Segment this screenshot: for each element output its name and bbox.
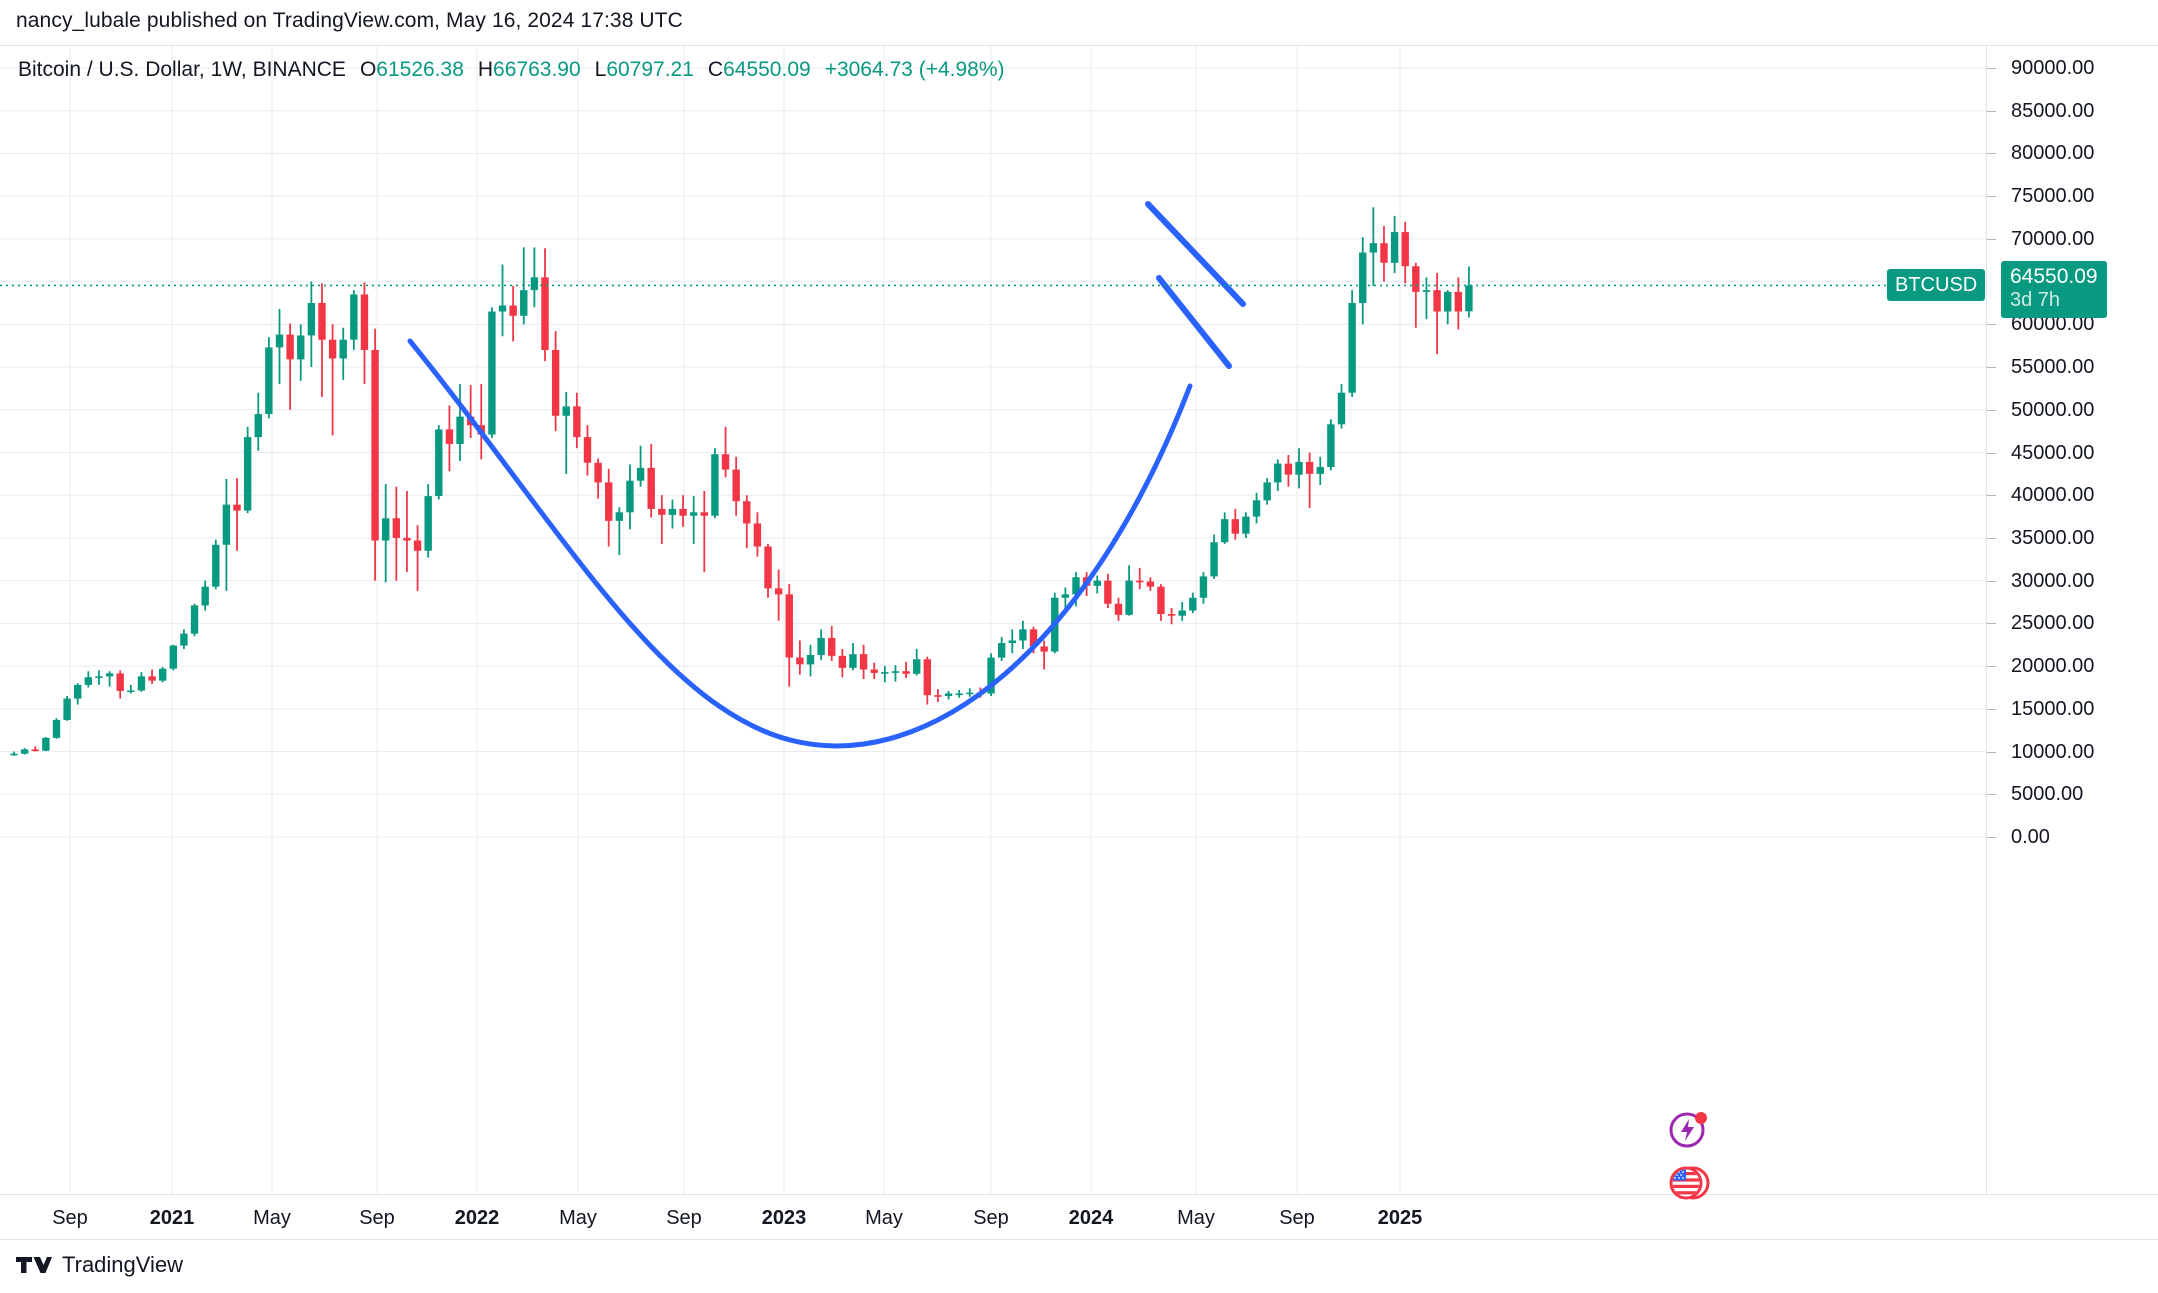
bar-countdown: 3d 7h	[2010, 289, 2061, 312]
price-axis-tick: 10000.00	[2011, 740, 2095, 763]
price-axis-tickmark	[1987, 367, 1996, 369]
legend-low-value: 60797.21	[606, 58, 694, 81]
price-axis-tick: 40000.00	[2011, 484, 2095, 507]
time-axis-tick: Sep	[973, 1207, 1009, 1229]
legend-low-label: L	[594, 58, 607, 81]
price-axis-tick: 90000.00	[2011, 57, 2095, 79]
price-axis-symbol-badge: BTCUSD	[1887, 269, 1986, 302]
price-axis-tick: 0.00	[2011, 826, 2050, 848]
candlestick-series	[10, 207, 1473, 756]
price-axis-tickmark	[1987, 837, 1996, 838]
time-axis-tick: Sep	[359, 1207, 395, 1229]
price-axis-tickmark	[1987, 708, 1996, 710]
price-axis-tickmark	[1987, 153, 1996, 155]
price-axis-tickmark	[1987, 751, 1996, 753]
channel-upper-trendline	[1145, 201, 1246, 307]
tradingview-brand-label: TradingView	[62, 1252, 184, 1277]
drawing-overlays	[407, 201, 1246, 749]
time-axis-tick: Sep	[666, 1207, 702, 1229]
lightning-badge-icon[interactable]	[1666, 1106, 1712, 1152]
price-axis[interactable]: 90000.00 85000.00 80000.00 75000.00 70000.00…	[1887, 46, 2158, 1194]
time-axis-tick: Sep	[1279, 1207, 1315, 1229]
legend-open-label: O	[359, 58, 377, 81]
price-axis-tickmark	[1987, 324, 1996, 326]
time-axis-tick: 2021	[149, 1207, 195, 1229]
tradingview-footer[interactable]: TradingView	[16, 1252, 183, 1278]
time-axis-tick: 2023	[761, 1207, 807, 1229]
price-axis-tick: 45000.00	[2011, 441, 2095, 464]
legend-high-value: 66763.90	[493, 58, 581, 81]
us-flag-badge-icon[interactable]	[1666, 1160, 1712, 1206]
legend-open-value: 61526.38	[376, 58, 464, 81]
price-axis-tick: 60000.00	[2011, 313, 2095, 336]
legend-symbol-title: Bitcoin / U.S. Dollar, 1W, BINANCE	[18, 58, 346, 81]
last-price-badge[interactable]: 64550.09 3d 7h	[2001, 261, 2107, 319]
price-axis-tickmark	[1987, 238, 1996, 240]
time-axis-tick: May	[253, 1207, 291, 1229]
price-axis-tickmark	[1987, 110, 1996, 112]
price-axis-tick: 30000.00	[2011, 569, 2095, 592]
chart-event-badges[interactable]	[1666, 1106, 1712, 1206]
price-axis-tick: 85000.00	[2011, 99, 2095, 122]
time-axis[interactable]: Sep 2021 May Sep 2022 May Sep 2023 May Sep 2024 May…	[0, 1194, 2158, 1240]
price-axis-tickmark	[1987, 623, 1996, 625]
price-axis-tick: 20000.00	[2011, 655, 2095, 678]
price-axis-tick: 25000.00	[2011, 612, 2095, 635]
price-axis-tick: 80000.00	[2011, 142, 2095, 165]
time-axis-tick: 2025	[1377, 1207, 1423, 1229]
price-axis-tickmark	[1987, 495, 1996, 497]
time-axis-tick: 2022	[454, 1207, 500, 1229]
price-axis-tick: 35000.00	[2011, 526, 2095, 549]
price-axis-tickmark	[1987, 68, 1996, 69]
candlestick-svg	[0, 46, 1986, 1194]
rounded-bottom-arc	[407, 338, 1193, 749]
price-axis-tickmark	[1987, 196, 1996, 198]
price-axis-tickmark	[1987, 409, 1996, 411]
legend-close-label: C	[707, 58, 724, 81]
price-axis-tickmark	[1987, 537, 1996, 539]
time-axis-tick: May	[1177, 1207, 1215, 1229]
price-axis-tickmark	[1987, 666, 1996, 668]
publisher-byline: nancy_lubale published on TradingView.co…	[16, 9, 683, 32]
chart-frame	[0, 45, 2158, 1240]
last-price-value: 64550.09	[2010, 265, 2098, 289]
price-axis-tickmark	[1987, 452, 1996, 454]
price-axis-tickmark	[1987, 580, 1996, 582]
time-axis-tick: May	[559, 1207, 597, 1229]
price-axis-tick: 75000.00	[2011, 185, 2095, 208]
chart-legend[interactable]: Bitcoin / U.S. Dollar, 1W, BINANCE O 615…	[18, 57, 1005, 83]
price-axis-tick: 15000.00	[2011, 697, 2095, 720]
legend-close-value: 64550.09	[723, 58, 811, 81]
price-axis-tickmark	[1987, 794, 1996, 796]
legend-high-label: H	[477, 58, 494, 81]
time-axis-tick: May	[865, 1207, 903, 1229]
price-axis-tick: 50000.00	[2011, 398, 2095, 421]
channel-lower-trendline	[1156, 275, 1232, 369]
legend-change-value: +3064.73 (+4.98%)	[824, 58, 1005, 81]
time-axis-tick: 2024	[1068, 1207, 1114, 1229]
price-axis-tick: 70000.00	[2011, 227, 2095, 250]
tradingview-logo-icon	[16, 1257, 52, 1273]
chart-plot-area[interactable]	[0, 46, 1986, 1194]
time-axis-tick: Sep	[52, 1207, 88, 1229]
price-axis-tick: 5000.00	[2011, 783, 2084, 806]
price-axis-tick: 55000.00	[2011, 356, 2095, 379]
gridlines	[0, 46, 1986, 1194]
